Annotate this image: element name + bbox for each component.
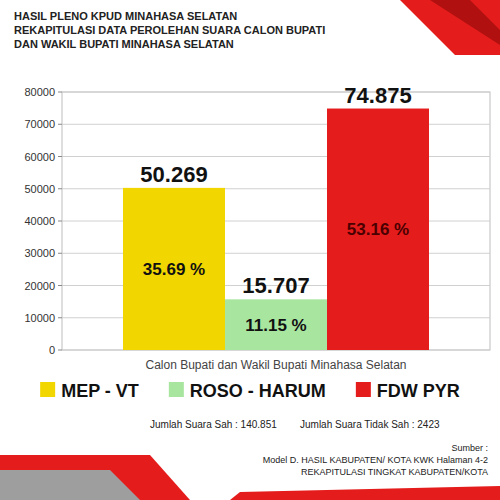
tick-mark [58,188,62,189]
y-tick-label: 20000 [24,280,55,292]
data-label: 50.269 [140,162,207,187]
bar [123,188,225,350]
tick-mark [58,253,62,254]
tick-mark [58,350,62,351]
bar [225,299,327,350]
decoration [430,0,500,45]
title: DAN WAKIL BUPATI MINAHASA SELATAN [14,38,234,50]
title: HASIL PLENO KPUD MINAHASA SELATAN [14,10,237,22]
y-tick-label: 80000 [24,86,55,98]
data-label: 74.875 [344,83,411,108]
decoration [230,486,500,500]
y-tick-label: 60000 [24,151,55,163]
percent-label: 11.15 % [245,316,306,335]
tick-mark [58,285,62,286]
decoration [0,470,140,500]
decoration [400,0,500,55]
y-tick-label: 0 [49,344,55,356]
legend-swatch [40,382,55,397]
source: REKAPITULASI TINGKAT KABUPATEN/KOTA [301,467,488,477]
y-tick-label: 30000 [24,247,55,259]
legend-swatch [169,382,184,397]
y-tick-label: 10000 [24,312,55,324]
title: REKAPITULASI DATA PEROLEHAN SUARA CALON … [14,24,325,36]
decoration [0,455,190,500]
background [0,0,500,500]
tick-mark [58,221,62,222]
legend-label: ROSO - HARUM [190,381,326,401]
source: Model D. HASIL KABUPATEN/ KOTA KWK Halam… [263,455,488,465]
legend: MEP - VT ROSO - HARUM FDW PYR [40,381,460,401]
legend-label: FDW PYR [377,381,460,401]
y-tick-label: 40000 [24,215,55,227]
percent-label: 35.69 % [143,260,205,279]
source: Sumber : [451,443,488,453]
legend-swatch [356,382,371,397]
bars [123,109,429,350]
tick-mark [58,156,62,157]
tick-mark [58,317,62,318]
labels: 50.269 35.69 % 15.707 11.15 % 74.875 53.16 % [140,83,411,335]
y-tick-label: 70000 [24,118,55,130]
footnote: Jumlah Suara Sah : 140.851 [150,419,277,430]
plot-frame [62,92,490,350]
chart: HASIL PLENO KPUD MINAHASA SELATAN REKAPIT… [0,0,500,500]
percent-label: 53.16 % [347,220,409,239]
data-label: 15.707 [242,273,309,298]
footnote: Jumlah Suara Tidak Sah : 2423 [300,419,440,430]
grid-line [62,92,490,93]
legend-label: MEP - VT [61,381,139,401]
bar [327,109,429,350]
tick-mark [58,124,62,125]
y-tick-label: 50000 [24,183,55,195]
x-axis-title: Calon Bupati dan Wakil Bupati Minahasa S… [145,358,406,372]
tick-mark [58,92,62,93]
